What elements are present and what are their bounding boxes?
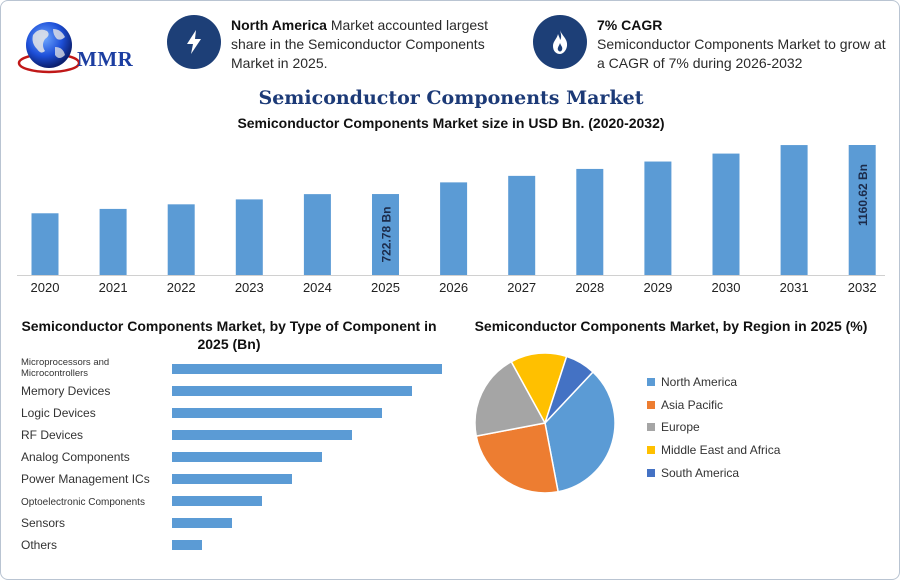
- legend-swatch: [647, 378, 655, 387]
- type-label: Logic Devices: [21, 406, 96, 420]
- main-title: Semiconductor Components Market: [258, 87, 644, 109]
- type-bar: [172, 496, 262, 506]
- x-tick-label: 2028: [575, 280, 604, 295]
- mmr-logo: MMR: [15, 17, 145, 79]
- x-tick-label: 2021: [99, 280, 128, 295]
- x-tick-label: 2025: [371, 280, 400, 295]
- x-tick-label: 2029: [643, 280, 672, 295]
- type-bar: [172, 518, 232, 528]
- x-tick-label: 2022: [167, 280, 196, 295]
- logo-text: MMR: [77, 47, 134, 71]
- bar-2032: [848, 145, 876, 275]
- type-bar: [172, 474, 292, 484]
- type-bar: [172, 452, 322, 462]
- x-tick-label: 2023: [235, 280, 264, 295]
- x-tick-label: 2030: [712, 280, 741, 295]
- type-label: Analog Components: [21, 450, 130, 464]
- highlight-north-america: North America Market accounted largest s…: [231, 16, 506, 73]
- region-pie-chart: [474, 352, 616, 494]
- type-bar: [172, 386, 412, 396]
- x-tick-label: 2027: [507, 280, 536, 295]
- legend-swatch: [647, 400, 655, 409]
- legend-item: North America: [647, 371, 780, 394]
- legend-item: Middle East and Africa: [647, 439, 780, 462]
- type-label: Power Management ICs: [21, 472, 150, 486]
- type-bar: [172, 408, 382, 418]
- pie-slice: [475, 422, 559, 494]
- highlight-text: Semiconductor Components Market to grow …: [597, 36, 886, 71]
- legend-item: Asia Pacific: [647, 394, 780, 417]
- highlight-bold: North America: [231, 17, 327, 33]
- type-bar: [172, 540, 202, 550]
- type-label: Sensors: [21, 516, 65, 530]
- bar-2027: [508, 175, 536, 275]
- highlight-text: Market accounted largest share in the Se…: [231, 17, 489, 71]
- bar-2025: [372, 194, 399, 275]
- type-bar: [172, 364, 442, 374]
- legend-swatch: [647, 423, 655, 432]
- legend-swatch: [647, 468, 655, 477]
- pie-slice: [544, 370, 616, 493]
- type-label: Memory Devices: [21, 384, 110, 398]
- pie-slice: [510, 352, 568, 425]
- bar-2028: [576, 168, 604, 275]
- globe-icon: [17, 22, 81, 74]
- type-chart-title: Semiconductor Components Market, by Type…: [21, 318, 437, 352]
- bar-2029: [644, 161, 672, 275]
- highlight-cagr: 7% CAGR Semiconductor Components Market t…: [597, 16, 887, 73]
- bar-2024: [303, 194, 331, 275]
- legend-item: Europe: [647, 416, 780, 439]
- bar-2023: [235, 199, 263, 275]
- x-tick-label: 2024: [303, 280, 332, 295]
- type-label: Others: [21, 538, 57, 552]
- flame-icon: [533, 15, 587, 69]
- bar-chart-title: Semiconductor Components Market size in …: [237, 115, 665, 131]
- pie-slice: [474, 360, 547, 437]
- legend-label: Europe: [661, 420, 700, 435]
- data-label: 1160.62 Bn: [856, 164, 870, 226]
- legend-item: South America: [647, 461, 780, 484]
- highlight-bold: 7% CAGR: [597, 17, 663, 33]
- bar-2021: [99, 208, 127, 275]
- type-label: Microprocessors and: [21, 357, 109, 368]
- data-label: 722.78 Bn: [380, 206, 394, 262]
- bar-2020: [31, 213, 59, 275]
- lightning-icon: [167, 15, 221, 69]
- legend-label: South America: [661, 465, 740, 480]
- x-tick-label: 2026: [439, 280, 468, 295]
- x-tick-label: 2031: [780, 280, 809, 295]
- bar-2026: [440, 182, 468, 275]
- legend-label: Asia Pacific: [661, 397, 724, 412]
- type-bar: [172, 430, 352, 440]
- legend-label: Middle East and Africa: [661, 443, 781, 458]
- bar-2022: [167, 204, 195, 275]
- market-size-bar-chart: 2020 2021 2022 2023 2024 2025 722.78 Bn 2026 202…: [17, 145, 885, 295]
- type-label: Microcontrollers: [21, 368, 88, 379]
- pie-legend: North America Asia Pacific Europe Middle Ea…: [647, 371, 780, 484]
- region-chart-title: Semiconductor Components Market, by Regi…: [474, 318, 868, 334]
- legend-label: North America: [661, 375, 738, 390]
- pie-slice: [544, 355, 594, 424]
- type-label: RF Devices: [21, 428, 83, 442]
- type-label: Optoelectronic Components: [21, 497, 145, 508]
- x-tick-label: 2032: [848, 280, 877, 295]
- x-tick-label: 2020: [31, 280, 60, 295]
- bar-2030: [712, 153, 740, 275]
- legend-swatch: [647, 446, 655, 455]
- bar-2031: [780, 145, 808, 275]
